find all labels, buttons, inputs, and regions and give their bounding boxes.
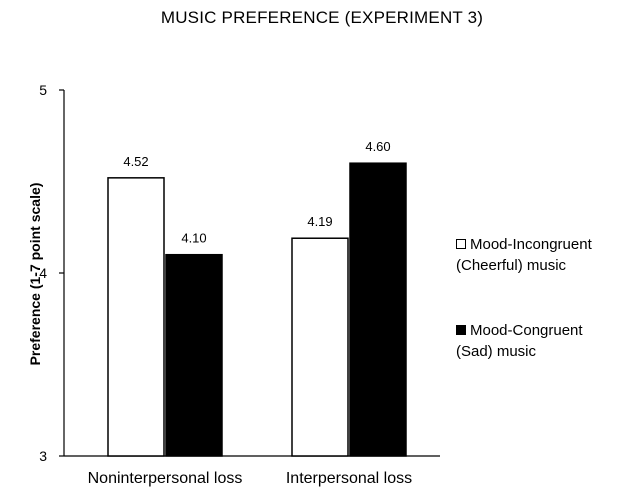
bar-congruent [349,162,407,457]
y-tick-label: 4 [39,265,47,281]
y-tick-label: 3 [39,448,47,464]
bar-congruent [165,253,223,457]
chart-title: MUSIC PREFERENCE (EXPERIMENT 3) [160,8,484,27]
legend-item-congruent: Mood-Congruent (Sad) music [456,320,583,362]
y-axis-label: Preference (1-7 point scale) [27,183,43,366]
legend-label-incongruent-line1: Mood-Incongruent [470,236,592,253]
y-tick-label: 5 [39,82,47,98]
x-category-label: Noninterpersonal loss [88,470,243,487]
legend-label-incongruent-line2: (Cheerful) music [456,257,567,274]
data-label: 4.10 [181,231,206,246]
data-label: 4.52 [123,154,148,169]
legend-item-incongruent: Mood-Incongruent (Cheerful) music [456,234,592,276]
bar-incongruent [107,177,165,457]
legend-label-congruent-line2: (Sad) music [456,343,537,360]
data-label: 4.60 [365,139,390,154]
data-label: 4.19 [307,214,332,229]
legend-swatch-white [456,239,466,249]
legend-label-congruent-line1: Mood-Congruent [470,322,583,339]
bar-incongruent [291,237,349,457]
x-category-label: Interpersonal loss [286,470,412,487]
legend-swatch-black [456,325,466,335]
